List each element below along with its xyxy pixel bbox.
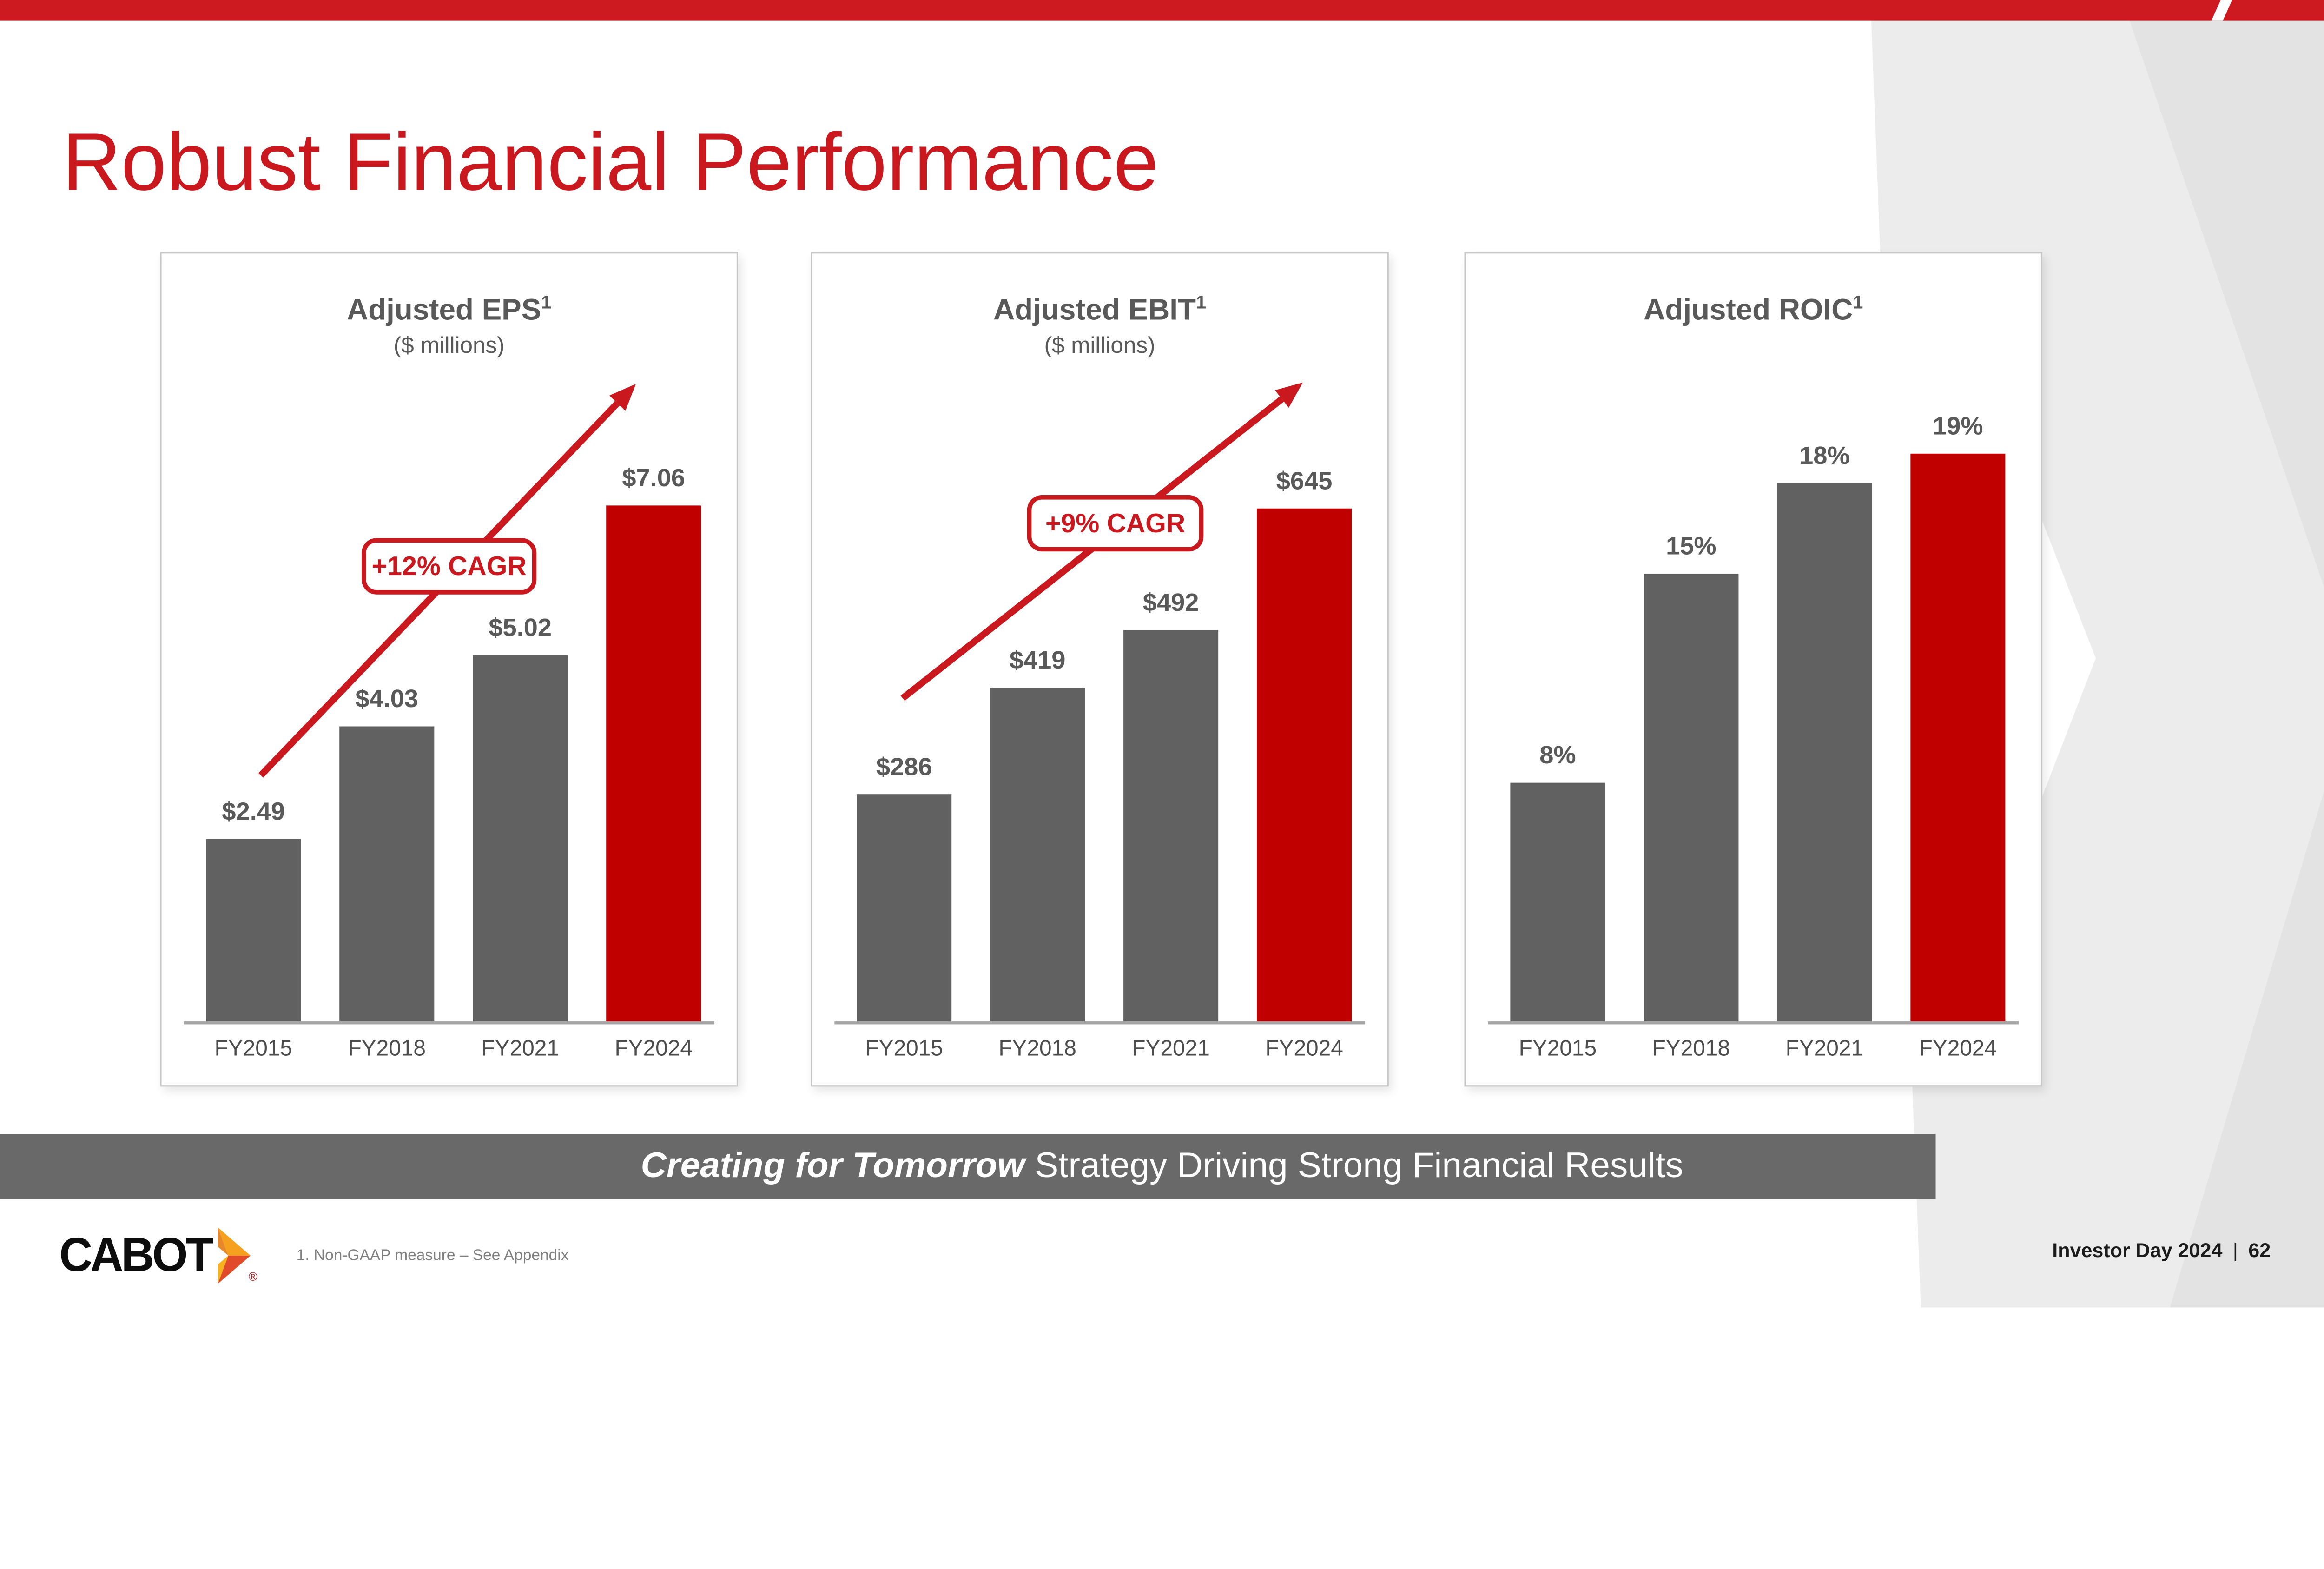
bar-FY2024 (606, 505, 701, 1022)
bar-FY2021 (473, 655, 568, 1022)
bar-plot-area: $2.49 $4.03 $5.02 $7.06 (162, 253, 740, 1022)
chart-title: Adjusted ROIC1 (1466, 292, 2041, 329)
chart-title-text: Adjusted EPS (347, 294, 541, 327)
bar-FY2021 (1123, 630, 1219, 1022)
footnote-marker: 1 (541, 292, 552, 313)
bar-FY2018 (990, 688, 1085, 1022)
bar-value-label: $4.03 (355, 685, 419, 714)
bar-FY2015 (1510, 782, 1605, 1022)
registered-trademark-mark: ® (248, 1270, 257, 1284)
x-tick-label: FY2021 (1785, 1036, 1864, 1062)
x-tick-label: FY2015 (1519, 1036, 1597, 1062)
bar-value-label: $2.49 (222, 798, 285, 826)
cagr-callout: +9% CAGR (1027, 495, 1204, 552)
bar-plot-area: $286 $419 $492 $645 (812, 253, 1390, 1022)
cabot-logo: CABOT ® (59, 1225, 257, 1287)
bar-FY2021 (1777, 483, 1872, 1022)
page-title: Robust Financial Performance (62, 115, 1159, 207)
top-accent-bar (0, 0, 2324, 21)
bar-FY2015 (857, 794, 952, 1022)
banner-bar (0, 1134, 1936, 1199)
bar-value-label: $286 (876, 752, 932, 781)
chart-title-text: Adjusted ROIC (1644, 294, 1853, 327)
footnote-marker: 1 (1853, 292, 1863, 313)
footnote: 1. Non-GAAP measure – See Appendix (296, 1246, 569, 1265)
bar-value-label: 15% (1666, 531, 1717, 560)
footer-event-name: Investor Day 2024 (2052, 1239, 2223, 1262)
x-tick-label: FY2018 (348, 1036, 426, 1062)
bar-value-label: $5.02 (489, 613, 552, 642)
x-tick-label: FY2015 (214, 1036, 293, 1062)
bar-FY2024 (1257, 508, 1352, 1022)
footnote-marker: 1 (1195, 292, 1206, 313)
chart-card-adjusted-ebit: Adjusted EBIT1 ($ millions) $286 $419 $492… (811, 252, 1390, 1087)
bar-value-label: $492 (1142, 589, 1199, 617)
x-tick-label: FY2024 (1919, 1036, 1997, 1062)
footer-separator: | (2232, 1239, 2238, 1262)
x-axis-line (834, 1021, 1365, 1025)
banner-emphasis-text: Creating for Tomorrow (640, 1145, 1025, 1186)
bar-value-label: 8% (1539, 741, 1576, 769)
cagr-callout: +12% CAGR (362, 538, 537, 595)
chart-title: Adjusted EPS1 (162, 292, 737, 329)
x-tick-label: FY2015 (865, 1036, 943, 1062)
bar-value-label: 18% (1799, 442, 1850, 470)
top-bar-slash (2211, 0, 2232, 21)
x-axis-line (1488, 1021, 2019, 1025)
cabot-logo-chevron-icon (217, 1227, 251, 1284)
bar-FY2018 (1644, 573, 1739, 1022)
x-tick-label: FY2024 (614, 1036, 693, 1062)
footer-page-number: 62 (2248, 1239, 2271, 1262)
chart-card-adjusted-roic: Adjusted ROIC1 8% 15% 18% 19% FY2015 FY2018 F… (1464, 252, 2044, 1087)
x-tick-label: FY2021 (1132, 1036, 1210, 1062)
x-tick-label: FY2021 (481, 1036, 560, 1062)
bar-value-label: $419 (1009, 647, 1066, 675)
bar-plot-area: 8% 15% 18% 19% (1466, 253, 2044, 1022)
footer-page-info: Investor Day 2024 | 62 (2052, 1239, 2271, 1262)
x-tick-label: FY2018 (998, 1036, 1076, 1062)
cabot-logo-wordmark: CABOT (59, 1228, 214, 1282)
banner-text: Creating for Tomorrow Strategy Driving S… (0, 1134, 2324, 1199)
chart-title: Adjusted EBIT1 (812, 292, 1387, 329)
chart-subtitle: ($ millions) (1044, 333, 1155, 359)
bar-value-label: $645 (1276, 467, 1333, 496)
bar-FY2024 (1910, 453, 2006, 1022)
bar-FY2015 (206, 839, 301, 1022)
x-axis-line (184, 1021, 714, 1025)
slide-canvas: Robust Financial Performance Adjusted EP… (0, 0, 2324, 1308)
x-tick-label: FY2024 (1265, 1036, 1343, 1062)
chart-title-text: Adjusted EBIT (993, 294, 1196, 327)
x-tick-label: FY2018 (1652, 1036, 1730, 1062)
bar-value-label: 19% (1933, 412, 1983, 441)
banner-rest-text: Strategy Driving Strong Financial Result… (1024, 1145, 1684, 1186)
chart-subtitle: ($ millions) (393, 333, 505, 359)
bar-value-label: $7.06 (622, 464, 686, 492)
chart-card-adjusted-eps: Adjusted EPS1 ($ millions) $2.49 $4.03 $5.… (160, 252, 740, 1087)
bar-FY2018 (339, 727, 435, 1022)
